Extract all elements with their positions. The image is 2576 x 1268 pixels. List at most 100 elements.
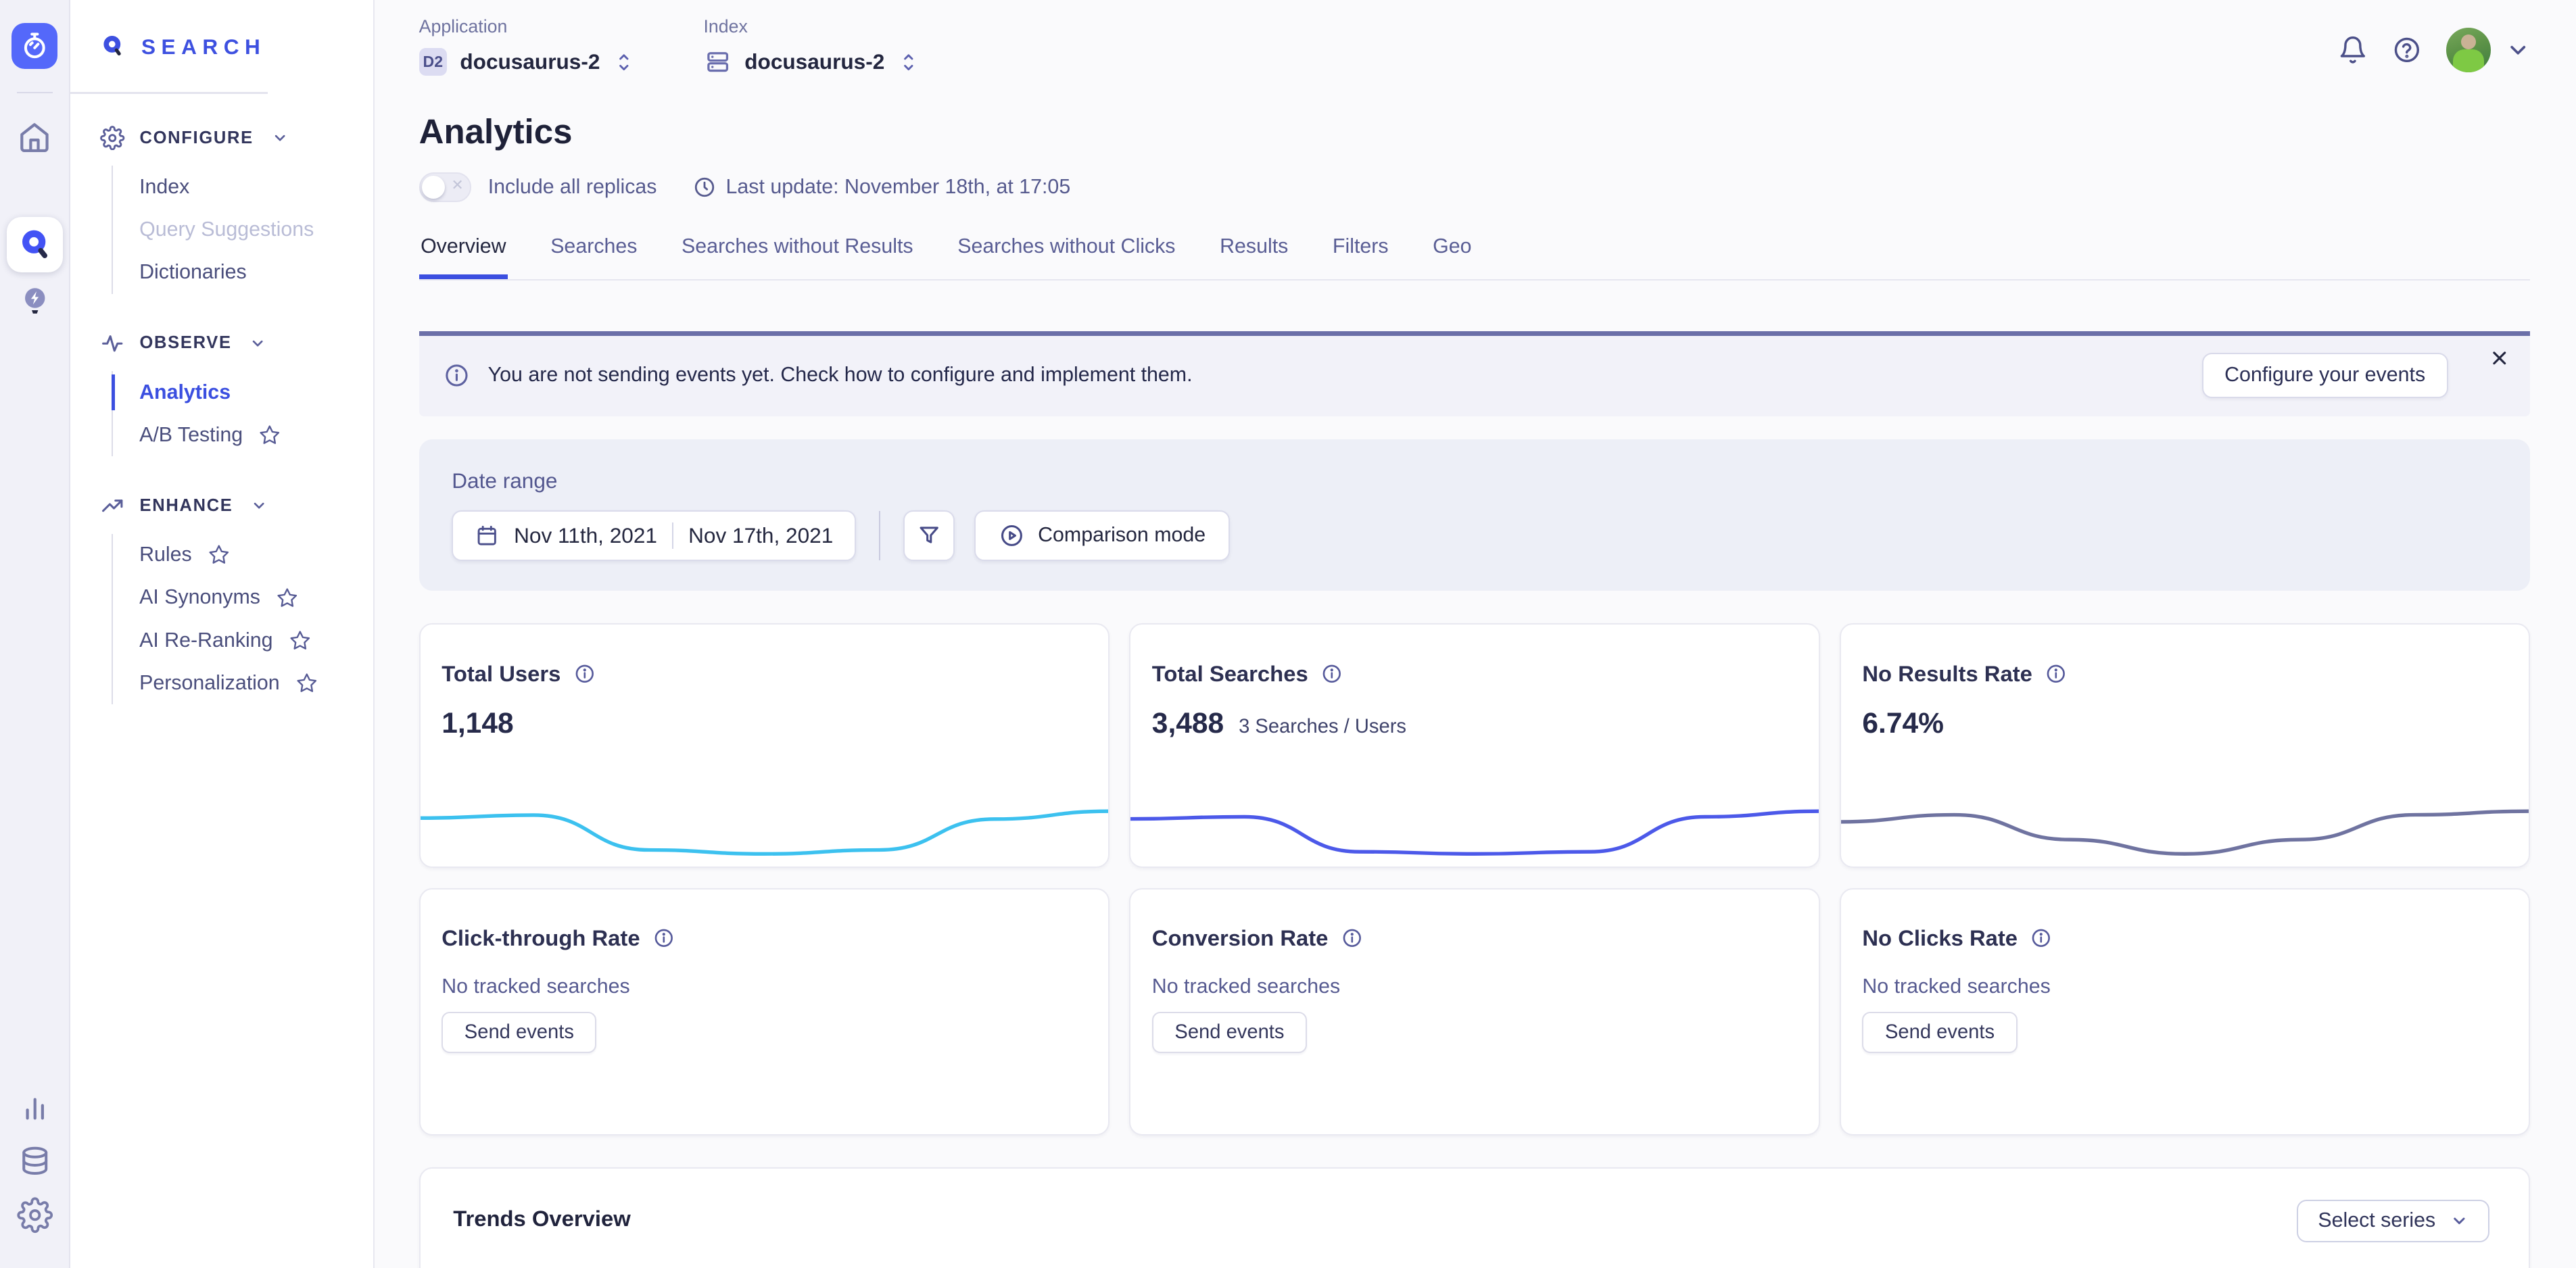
bulb-lightning-icon	[17, 283, 53, 318]
tab-results[interactable]: Results	[1218, 226, 1290, 279]
info-circle-icon[interactable]	[1341, 927, 1363, 949]
nav-section-enhance: ENHANCE Rules AI Synonyms AI R	[100, 488, 357, 705]
info-circle-icon[interactable]	[1321, 663, 1343, 685]
help-button[interactable]	[2392, 35, 2422, 65]
tab-filters[interactable]: Filters	[1331, 226, 1390, 279]
database-icon	[17, 1143, 53, 1179]
send-events-button[interactable]: Send events	[1862, 1012, 2017, 1053]
nav-section-observe: OBSERVE Analytics A/B Testing	[100, 325, 357, 456]
date-range-section: Date range Nov 11th, 2021 Nov 17th, 2021	[419, 439, 2531, 591]
settings-button[interactable]	[17, 1197, 53, 1233]
algolia-app-logo[interactable]	[11, 23, 57, 69]
total-users-sparkline	[419, 803, 1110, 862]
chevron-down-icon	[251, 497, 267, 514]
sidebar-section-observe[interactable]: OBSERVE	[100, 325, 357, 361]
search-brand[interactable]: SEARCH	[70, 0, 373, 94]
no-results-rate-value: 6.74%	[1862, 708, 1944, 740]
total-users-card: Total Users 1,148	[419, 623, 1110, 868]
item-label: AI Synonyms	[139, 586, 260, 609]
sidebar-item-ab-testing[interactable]: A/B Testing	[139, 414, 357, 456]
section-label: OBSERVE	[140, 333, 232, 353]
trending-up-icon	[100, 493, 124, 518]
usage-stats-button[interactable]	[17, 1089, 53, 1125]
item-label: Index	[139, 176, 189, 199]
card-title: Conversion Rate	[1152, 925, 1329, 951]
info-circle-icon[interactable]	[574, 663, 596, 685]
search-product-button[interactable]	[7, 217, 63, 273]
card-title: Total Searches	[1152, 661, 1308, 687]
send-events-button[interactable]: Send events	[442, 1012, 596, 1053]
item-label: Rules	[139, 543, 192, 566]
sidebar-item-rules[interactable]: Rules	[139, 534, 357, 577]
sidebar-item-analytics[interactable]: Analytics	[139, 371, 357, 414]
sort-chevrons-icon	[613, 50, 635, 74]
sidebar-item-ai-reranking[interactable]: AI Re-Ranking	[139, 619, 357, 662]
stopwatch-icon	[18, 30, 51, 63]
date-start: Nov 11th, 2021	[514, 523, 657, 548]
metric-cards-row-2: Click-through Rate No tracked searches S…	[419, 888, 2531, 1136]
banner-close-button[interactable]	[2489, 347, 2510, 374]
topbar-right	[2338, 28, 2530, 72]
chevron-down-icon	[2506, 38, 2530, 62]
tab-geo[interactable]: Geo	[1431, 226, 1473, 279]
date-range-controls: Nov 11th, 2021 Nov 17th, 2021	[452, 510, 2497, 561]
comparison-mode-button[interactable]: Comparison mode	[974, 510, 1230, 561]
card-title: Total Users	[442, 661, 560, 687]
home-button[interactable]	[16, 118, 53, 156]
toggle-knob	[422, 176, 445, 199]
filter-button[interactable]	[903, 510, 954, 561]
sidebar-item-dictionaries[interactable]: Dictionaries	[139, 251, 357, 294]
calendar-icon	[475, 523, 499, 547]
user-menu-button[interactable]	[2446, 28, 2530, 72]
index-selector[interactable]: docusaurus-2	[704, 45, 920, 78]
item-label: AI Re-Ranking	[139, 629, 272, 652]
configure-events-button[interactable]: Configure your events	[2202, 353, 2448, 398]
sidebar-item-index[interactable]: Index	[139, 166, 357, 208]
tab-searches-without-clicks[interactable]: Searches without Clicks	[956, 226, 1177, 279]
configure-items: Index Query Suggestions Dictionaries	[112, 166, 357, 294]
application-label: Application	[419, 16, 635, 37]
banner-message: You are not sending events yet. Check ho…	[488, 364, 1193, 387]
nav-section-configure: CONFIGURE Index Query Suggestions Dictio…	[100, 120, 357, 294]
total-searches-sparkline	[1129, 803, 1819, 862]
comparison-mode-label: Comparison mode	[1038, 524, 1206, 547]
trends-overview-card: Trends Overview Select series	[419, 1167, 2531, 1268]
data-button[interactable]	[17, 1143, 53, 1179]
recommend-product-button[interactable]	[17, 283, 53, 318]
search-product-icon	[17, 226, 53, 262]
item-label: Personalization	[139, 672, 280, 695]
controls-divider	[879, 511, 880, 560]
info-circle-icon[interactable]	[653, 927, 675, 949]
user-avatar	[2446, 28, 2491, 72]
sidebar-nav: CONFIGURE Index Query Suggestions Dictio…	[70, 94, 373, 705]
rail-bottom-group	[17, 1089, 53, 1268]
conversion-rate-card: Conversion Rate No tracked searches Send…	[1129, 888, 1819, 1136]
star-icon	[277, 587, 298, 609]
select-series-button[interactable]: Select series	[2297, 1200, 2489, 1242]
index-stack-icon	[704, 48, 732, 76]
include-replicas-toggle[interactable]: ✕	[419, 172, 472, 202]
sidebar-section-enhance[interactable]: ENHANCE	[100, 488, 357, 524]
send-events-button[interactable]: Send events	[1152, 1012, 1307, 1053]
date-range-picker[interactable]: Nov 11th, 2021 Nov 17th, 2021	[452, 510, 856, 561]
sidebar-item-personalization[interactable]: Personalization	[139, 662, 357, 704]
index-value: docusaurus-2	[744, 49, 884, 74]
sidebar-section-configure[interactable]: CONFIGURE	[100, 120, 357, 155]
info-circle-icon[interactable]	[2045, 663, 2067, 685]
tab-overview[interactable]: Overview	[419, 226, 508, 279]
tab-searches-without-results[interactable]: Searches without Results	[680, 226, 915, 279]
sidebar-item-query-suggestions[interactable]: Query Suggestions	[139, 209, 357, 251]
gear-icon	[17, 1197, 53, 1233]
play-circle-icon	[999, 522, 1025, 549]
tab-searches[interactable]: Searches	[549, 226, 639, 279]
notifications-button[interactable]	[2338, 35, 2368, 65]
trends-title: Trends Overview	[453, 1206, 631, 1232]
no-clicks-rate-card: No Clicks Rate No tracked searches Send …	[1840, 888, 2530, 1136]
info-circle-icon[interactable]	[2030, 927, 2052, 949]
star-icon	[289, 630, 311, 652]
no-results-rate-card: No Results Rate 6.74%	[1840, 623, 2530, 868]
item-label: Query Suggestions	[139, 218, 314, 241]
enhance-items: Rules AI Synonyms AI Re-Ranking Personal…	[112, 534, 357, 705]
sidebar-item-ai-synonyms[interactable]: AI Synonyms	[139, 577, 357, 619]
application-selector[interactable]: D2 docusaurus-2	[419, 45, 635, 78]
